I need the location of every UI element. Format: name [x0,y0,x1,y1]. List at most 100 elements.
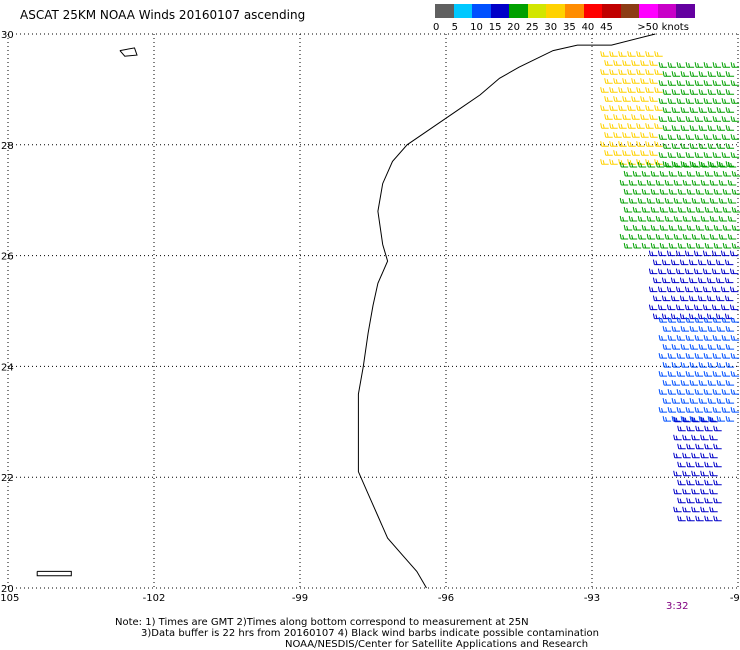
wind-barb [721,116,731,122]
wind-barb [685,80,695,86]
wind-barb [700,161,710,168]
wind-barb [679,259,689,266]
wind-barb [632,224,642,231]
wind-barb [721,389,731,395]
wind-barb [654,51,663,57]
lat-tick-label: 28 [1,141,14,152]
wind-barb [623,224,633,231]
wind-barb [700,488,709,495]
wind-barb [666,304,676,311]
wind-barb [622,60,631,66]
wind-barb [646,179,656,186]
wind-barb [693,250,703,257]
wind-barb [704,425,713,432]
wind-barb [627,123,636,129]
wind-barb [628,161,638,168]
wind-barb [600,141,609,147]
legend-label: 0 [433,22,440,33]
wind-barb [667,62,677,68]
wind-barb [655,233,665,240]
wind-barb [725,161,735,167]
wind-barb [700,452,709,459]
wind-barb [712,317,722,323]
legend-label: 20 [507,22,521,33]
wind-barb [694,317,704,323]
wind-barb [664,179,674,186]
wind-barb [619,233,629,240]
wind-barb [715,259,725,266]
wind-barb [720,286,730,293]
wind-barb [631,78,640,84]
wind-barb [632,188,642,195]
lon-tick-label: -99 [292,593,308,604]
wind-barb [722,206,732,213]
wind-barb [673,488,682,495]
wind-barb [677,170,687,177]
wind-barb [641,188,651,195]
wind-barb [671,107,681,113]
wind-barb [641,206,651,213]
legend-swatch [620,4,640,18]
wind-barb [636,123,645,129]
wind-barb [667,152,677,158]
wind-barb [662,416,672,422]
wind-barb [691,179,701,186]
wind-barb [645,105,654,111]
wind-barb [655,179,665,186]
wind-barb [658,317,668,323]
wind-barb [650,188,660,195]
wind-barb [618,87,627,93]
wind-barb [724,313,734,320]
wind-barb [637,179,647,186]
wind-barb [667,134,677,140]
wind-barb [654,105,663,111]
wind-barb [713,425,722,432]
wind-barb [654,123,663,129]
legend-swatch [490,4,510,18]
wind-barb [704,461,713,468]
wind-barb [713,497,722,504]
wind-barb [673,161,683,168]
wind-barb [686,224,696,231]
wind-barb [715,313,725,320]
wind-barb [709,161,719,168]
wind-barb [731,224,740,231]
wind-barb [727,233,737,240]
wind-barb [609,123,618,129]
wind-barb [707,398,717,404]
wind-barb [685,98,695,104]
lat-tick-label: 20 [1,584,14,595]
wind-barb [703,335,713,341]
wind-barb [654,141,663,147]
wind-barb [689,398,699,404]
wind-barb [689,71,699,77]
wind-barb [627,69,636,75]
wind-barb [640,114,649,120]
wind-barb [618,105,627,111]
wind-barb [600,105,609,111]
lon-tick-label: -96 [438,593,454,604]
wind-barb [713,170,723,177]
wind-barb [718,179,728,186]
wind-barb [716,143,726,149]
wind-barb [613,60,622,66]
wind-barb [657,250,667,257]
wind-barb [725,398,735,404]
wind-barb [632,242,642,249]
wind-barb [686,188,696,195]
wind-barb [631,60,640,66]
wind-barb [675,250,685,257]
wind-barb [721,407,731,413]
wind-barb [722,224,732,231]
wind-barb [704,206,714,213]
wind-barb [694,335,704,341]
wind-barb [628,233,638,240]
wind-barb [604,150,613,156]
wind-barb [658,335,668,341]
map-title: ASCAT 25KM NOAA Winds 20160107 ascending [20,8,306,22]
wind-barbs [600,51,740,522]
wind-barb [704,443,713,450]
wind-barb [637,215,647,222]
wind-barb [703,98,713,104]
wind-barb [658,389,668,395]
